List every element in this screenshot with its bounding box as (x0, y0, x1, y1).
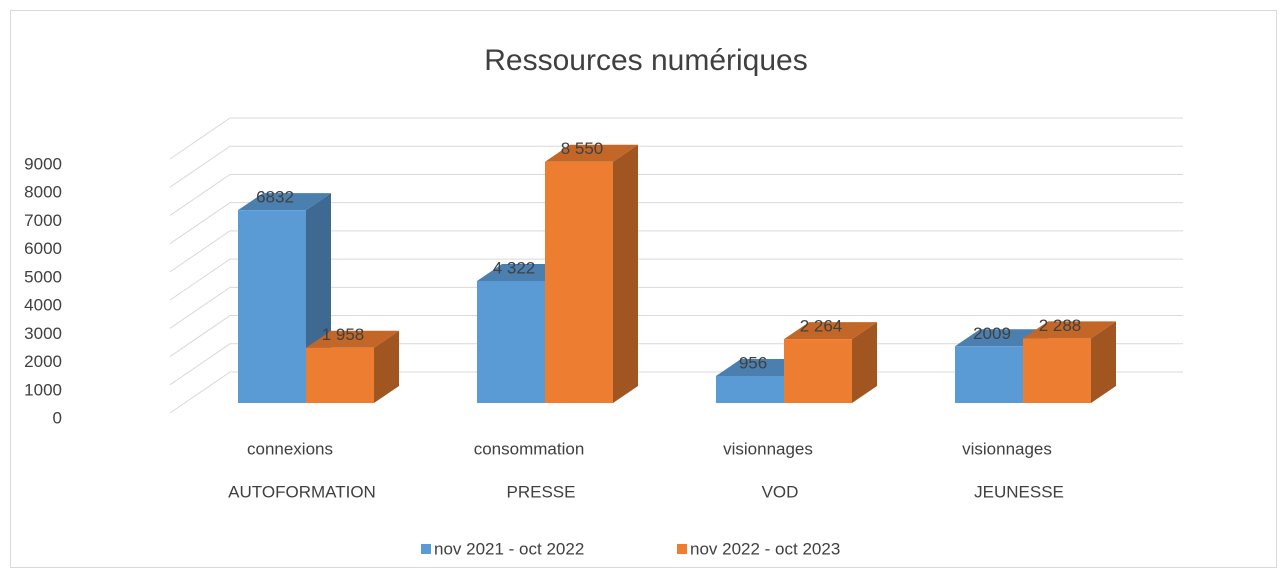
legend-swatch (677, 544, 687, 554)
bar-front (1023, 338, 1091, 403)
legend-label: nov 2021 - oct 2022 (434, 539, 584, 558)
bar (545, 144, 638, 403)
grid-line (169, 286, 1183, 329)
x-tick-label: consommation (474, 439, 585, 458)
bar-side (374, 330, 399, 403)
bar-top (238, 193, 331, 211)
x-group-label: JEUNESSE (974, 482, 1064, 501)
y-tick-label: 1000 (24, 380, 62, 399)
bar-front (477, 281, 545, 403)
data-label: 8 550 (561, 139, 604, 158)
bar-side (1091, 321, 1116, 403)
data-label: 2 288 (1039, 316, 1082, 335)
data-label: 956 (739, 354, 767, 373)
grid-line (169, 145, 1183, 188)
y-tick-label: 3000 (24, 324, 62, 343)
bar (784, 322, 877, 403)
chart-title: Ressources numériques (484, 44, 807, 77)
grid-line (169, 230, 1183, 273)
grid-line (169, 258, 1183, 301)
y-tick-label: 9000 (24, 154, 62, 173)
y-tick-label: 5000 (24, 267, 62, 286)
grid-line (169, 117, 1183, 160)
data-label: 6832 (256, 188, 294, 207)
y-tick-label: 8000 (24, 183, 62, 202)
bar-side (613, 144, 638, 403)
y-tick-label: 4000 (24, 296, 62, 315)
bar-front (716, 376, 784, 403)
bar-front (306, 347, 374, 403)
y-tick-label: 7000 (24, 211, 62, 230)
bar-top (306, 330, 399, 348)
bar-top (1023, 321, 1116, 339)
bar-front (784, 339, 852, 403)
legend-swatch (421, 544, 431, 554)
y-tick-label: 0 (53, 408, 62, 427)
bar-front (545, 161, 613, 403)
data-label: 2 264 (800, 317, 843, 336)
grid-line (169, 202, 1183, 245)
y-tick-label: 6000 (24, 239, 62, 258)
x-tick-label: visionnages (723, 439, 813, 458)
data-label: 2009 (973, 324, 1011, 343)
x-tick-label: visionnages (962, 439, 1052, 458)
bar-top (545, 144, 638, 162)
bar (1023, 321, 1116, 403)
y-tick-label: 2000 (24, 352, 62, 371)
bar-front (238, 210, 306, 403)
x-group-label: AUTOFORMATION (228, 482, 376, 501)
data-label: 1 958 (322, 325, 365, 344)
chart-frame (10, 10, 1277, 568)
data-label: 4 322 (493, 259, 536, 278)
grid-line (169, 173, 1183, 216)
x-group-label: PRESSE (507, 482, 576, 501)
x-tick-label: connexions (247, 439, 333, 458)
x-group-label: VOD (762, 482, 799, 501)
bar-top (784, 322, 877, 340)
legend-label: nov 2022 - oct 2023 (690, 539, 840, 558)
bar-front (955, 346, 1023, 403)
bar-side (852, 322, 877, 403)
grid-line (169, 315, 1183, 357)
bar (306, 330, 399, 403)
